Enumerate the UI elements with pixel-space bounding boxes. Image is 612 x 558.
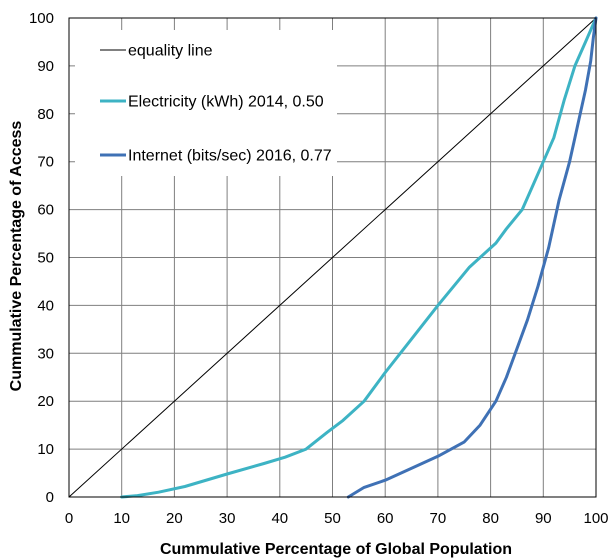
y-tick-label-1: 10: [37, 441, 54, 458]
x-tick-label-7: 70: [430, 510, 447, 527]
legend: equality line Electricity (kWh) 2014, 0.5…: [75, 30, 337, 176]
x-axis-title: Cummulative Percentage of Global Populat…: [160, 541, 512, 558]
x-tick-label-1: 10: [113, 510, 130, 527]
y-tick-label-6: 60: [37, 202, 54, 219]
x-tick-label-9: 90: [535, 510, 552, 527]
y-tick-label-9: 90: [37, 58, 54, 75]
tick-labels: 0 10 20 30 40 50 60 70 80 90 100 0 10 20 30 40 50 60 70 80 9…: [29, 10, 609, 527]
plot-frame: [68, 17, 597, 498]
series-line-0: [68, 17, 597, 498]
x-tick-label-4: 40: [271, 510, 288, 527]
x-tick-label-5: 50: [324, 510, 341, 527]
y-tick-label-2: 20: [37, 393, 54, 410]
series-line-1: [120, 16, 598, 499]
x-tick-label-6: 60: [377, 510, 394, 527]
legend-label-2: Internet (bits/sec) 2016, 0.77: [128, 148, 332, 165]
y-tick-label-0: 0: [46, 489, 54, 506]
y-axis-title: Cummulative Percentage of Access: [8, 121, 25, 392]
y-tick-label-5: 50: [37, 250, 54, 267]
series-lines: [68, 16, 598, 499]
x-tick-label-2: 20: [166, 510, 183, 527]
series-line-2: [346, 16, 598, 499]
y-tick-label-8: 80: [37, 106, 54, 123]
y-tick-label-3: 30: [37, 345, 54, 362]
x-tick-label-0: 0: [65, 510, 73, 527]
legend-label-0: equality line: [128, 43, 213, 60]
x-tick-label-8: 80: [482, 510, 499, 527]
legend-background: [75, 30, 337, 176]
y-tick-label-7: 70: [37, 154, 54, 171]
legend-label-1: Electricity (kWh) 2014, 0.50: [128, 94, 324, 111]
x-tick-label-10: 100: [583, 510, 608, 527]
x-tick-label-3: 30: [219, 510, 236, 527]
y-tick-label-4: 40: [37, 297, 54, 314]
y-tick-label-10: 100: [29, 10, 54, 27]
